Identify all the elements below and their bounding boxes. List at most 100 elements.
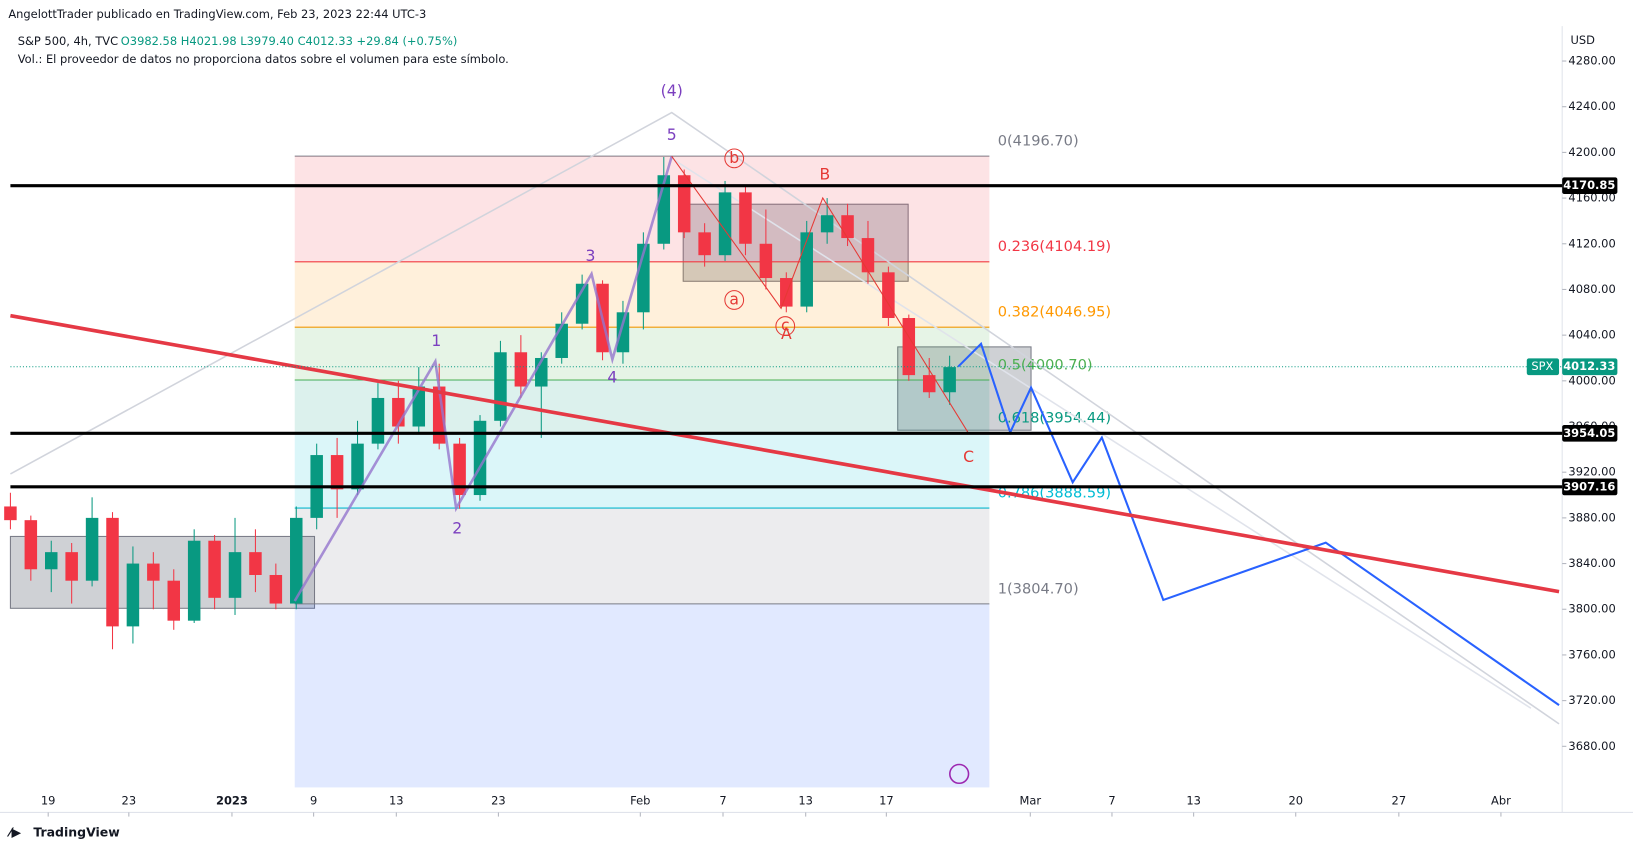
x-tick-label: Abr: [1491, 793, 1511, 807]
candle-body: [371, 397, 385, 444]
annotation-circle: [775, 316, 796, 336]
fib-band: [294, 327, 990, 381]
candle-body: [943, 367, 956, 393]
annotation: 2: [452, 520, 462, 538]
x-tick-label: 19: [41, 793, 56, 807]
annotation: C: [963, 448, 974, 466]
candle-body: [677, 175, 691, 233]
x-tick-label: 9: [310, 793, 317, 807]
annotation: A: [781, 325, 792, 343]
x-tick-label: 13: [389, 793, 404, 807]
candle-body: [24, 520, 38, 570]
annotation: B: [819, 166, 830, 184]
footer-logo: ⁄▶: [6, 825, 21, 840]
x-tick-label: 23: [122, 793, 137, 807]
annotation: b: [729, 149, 739, 167]
candle-body: [922, 375, 936, 393]
y-tick-label: 4280.00: [1568, 54, 1615, 68]
y-tick-label: 3760.00: [1568, 647, 1615, 661]
symbol-badge: [1526, 358, 1560, 376]
x-tick-label: 13: [1186, 793, 1201, 807]
candle-body: [65, 552, 78, 581]
annotation: 5: [667, 126, 677, 144]
candle-body: [514, 352, 528, 387]
impulse-wave: [293, 155, 673, 602]
candle-body: [861, 238, 875, 273]
trend-line: [10, 313, 1560, 594]
annotation: 4: [607, 369, 617, 387]
x-tick-label: 7: [1108, 793, 1115, 807]
x-tick-label: 2023: [216, 793, 248, 807]
header: AngelottTrader publicado en TradingView.…: [8, 7, 426, 21]
annotation: 3: [586, 247, 596, 265]
x-tick-label: Feb: [630, 793, 650, 807]
candle-body: [290, 517, 303, 604]
x-tick-label: 13: [798, 793, 813, 807]
x-tick-label: 20: [1288, 793, 1303, 807]
candle-body: [85, 517, 99, 581]
range-box: [9, 535, 316, 609]
candle-body: [106, 517, 119, 627]
candle-body: [228, 552, 242, 598]
candle-body: [126, 563, 140, 627]
candle-body: [453, 443, 466, 496]
candle-body: [187, 540, 201, 621]
correction-wave: [671, 156, 969, 434]
fib-label: 0.236(4104.19): [998, 238, 1111, 255]
level-badge-label: 3954.05: [1563, 426, 1615, 440]
y-tick-label: 4120.00: [1568, 236, 1615, 250]
candle-body: [882, 272, 895, 319]
candle-body: [412, 386, 426, 427]
annotation: c: [781, 317, 790, 335]
symbol: S&P 500, 4h, TVC: [18, 34, 118, 48]
y-tick-label: 4080.00: [1568, 282, 1615, 296]
candle-body: [208, 540, 221, 598]
y-tick-label: 4200.00: [1568, 145, 1615, 159]
candle-body: [473, 420, 487, 496]
level-badge: [1562, 478, 1618, 496]
candle-body: [616, 312, 630, 353]
y-tick-label: 3680.00: [1568, 739, 1615, 753]
y-tick-label: 3840.00: [1568, 556, 1615, 570]
candle-body: [167, 580, 181, 621]
y-tick-label: 3920.00: [1568, 465, 1615, 479]
y-tick-label: 3800.00: [1568, 602, 1615, 616]
ohlc: O3982.58 H4021.98 L3979.40 C4012.33 +29.…: [121, 34, 458, 48]
candle-body: [800, 232, 813, 307]
candle-body: [494, 352, 507, 421]
fib-band: [294, 508, 990, 604]
y-tick-label: 3880.00: [1568, 510, 1615, 524]
volume-note: Vol.: El proveedor de datos no proporcio…: [18, 52, 509, 66]
y-tick-label: 4160.00: [1568, 191, 1615, 205]
candle-body: [147, 563, 160, 581]
fib-extension: [294, 603, 990, 788]
currency: USD: [1571, 33, 1596, 47]
x-tick-label: 7: [719, 793, 726, 807]
price-badge-label: 4012.33: [1563, 359, 1615, 373]
level-badge-label: 3907.16: [1563, 479, 1615, 493]
price-badge: [1562, 358, 1618, 376]
candle-body: [820, 215, 834, 233]
y-tick-label: 4000.00: [1568, 373, 1615, 387]
fib-label: 0(4196.70): [998, 133, 1079, 150]
fib-label: 0.382(4046.95): [998, 304, 1111, 321]
level-badge: [1562, 177, 1618, 195]
candle-body: [45, 552, 58, 570]
lightning-icon: [949, 763, 970, 785]
y-tick-label: 3720.00: [1568, 693, 1615, 707]
x-tick-label: Mar: [1019, 793, 1041, 807]
fib-label: 1(3804.70): [998, 580, 1079, 597]
candle-body: [4, 506, 17, 521]
candle-body: [351, 443, 364, 490]
annotation-circle: [724, 148, 745, 169]
level-badge: [1562, 424, 1618, 442]
fib-label: 0.5(4000.70): [998, 356, 1093, 373]
candle-body: [555, 323, 568, 358]
level-badge-label: 4170.85: [1563, 178, 1615, 192]
fib-band: [294, 380, 990, 433]
annotation: 1: [431, 332, 441, 350]
annotation: a: [729, 291, 739, 309]
candle-body: [698, 232, 711, 256]
